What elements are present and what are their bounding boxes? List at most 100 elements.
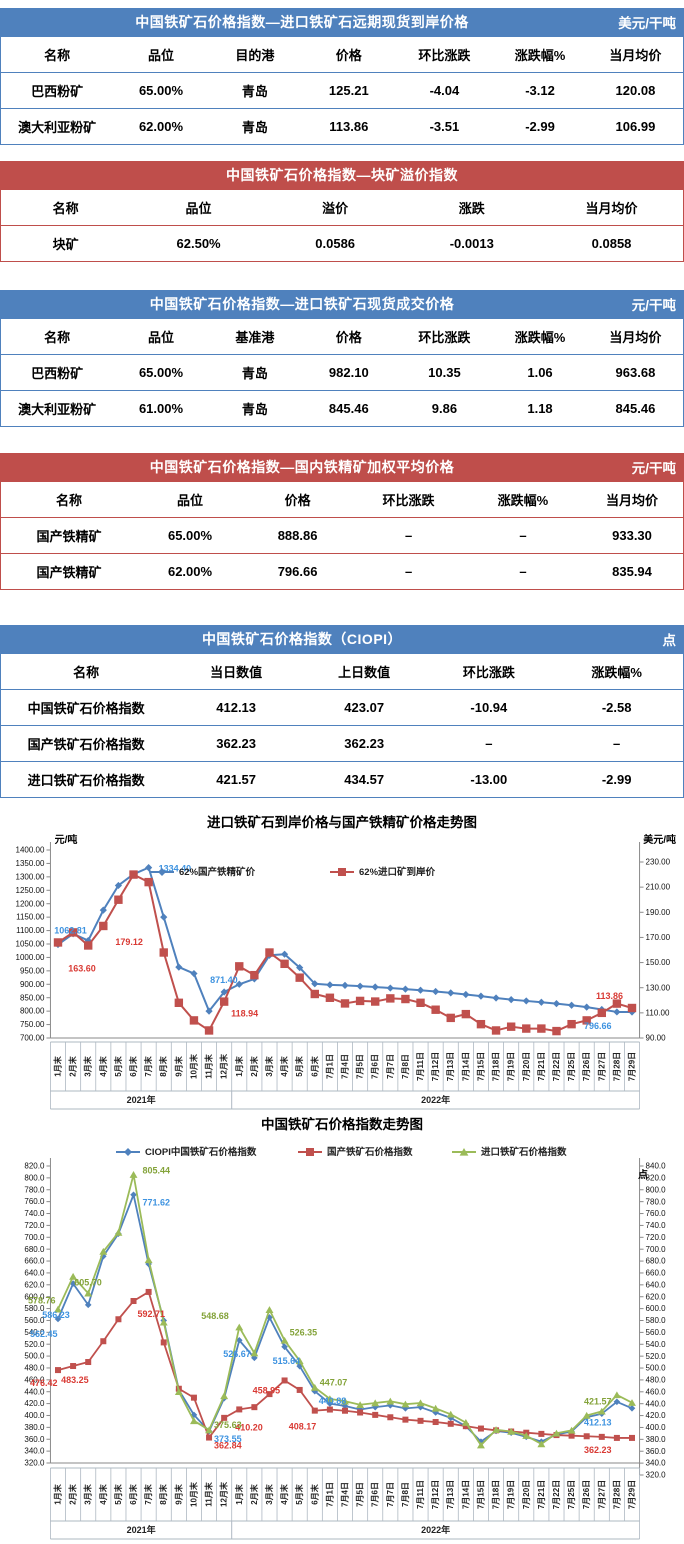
header-row: 名称 品位 价格 环比涨跌 涨跌幅% 当月均价 — [0, 481, 684, 518]
column-header: 品位 — [113, 318, 209, 355]
right-axis-tick-label: 440.0 — [646, 1399, 667, 1408]
x-axis-category-label: 7月5日 — [356, 1482, 365, 1507]
right-axis-tick-label: 380.0 — [646, 1435, 667, 1444]
column-header: 环比涨跌 — [427, 653, 551, 690]
left-axis-tick-label: 640.0 — [24, 1269, 45, 1278]
table-cell: 362.23 — [301, 725, 428, 762]
x-axis-category-label: 7月26日 — [582, 1480, 591, 1509]
table-cell: 1.18 — [492, 390, 588, 427]
chart-title: 进口铁矿石到岸价格与国产铁精矿价格走势图 — [207, 814, 477, 830]
right-axis-tick-label: 170.00 — [646, 933, 671, 942]
legend-label: 国产铁矿石价格指数 — [327, 1146, 413, 1158]
x-axis-category-label: 11月末 — [204, 1054, 214, 1078]
column-header: 当月均价 — [540, 189, 684, 226]
x-axis-category-label: 7月22日 — [552, 1480, 561, 1509]
right-axis-tick-label: 580.0 — [646, 1316, 667, 1325]
column-header: 名称 — [0, 189, 131, 226]
table-cell: -3.12 — [492, 72, 588, 109]
table-cell: 982.10 — [301, 354, 397, 391]
x-axis-category-label: 7月13日 — [446, 1052, 455, 1081]
left-axis-tick-label: 420.0 — [24, 1399, 45, 1408]
column-header: 品位 — [130, 189, 267, 226]
x-axis-category-label: 7月20日 — [522, 1480, 531, 1509]
left-axis-tick-label: 1400.00 — [16, 846, 45, 855]
table-cell: 845.46 — [587, 390, 684, 427]
left-axis-tick-label: 540.0 — [24, 1328, 45, 1337]
column-header: 环比涨跌 — [352, 481, 465, 518]
table-cell: 423.07 — [301, 689, 428, 726]
right-axis-tick-label: 720.0 — [646, 1233, 667, 1242]
table-cell: 国产铁矿石价格指数 — [0, 725, 172, 762]
left-axis-tick-label: 1050.00 — [16, 940, 45, 949]
x-axis-category-label: 9月末 — [173, 1056, 183, 1076]
left-axis-title: 元/吨 — [55, 833, 78, 846]
x-axis-category-label: 7月1日 — [325, 1054, 334, 1079]
x-axis-category-label: 1月末 — [234, 1484, 244, 1504]
left-axis-tick-label: 700.00 — [20, 1034, 45, 1043]
table-cell: -2.99 — [550, 761, 684, 798]
column-header: 名称 — [0, 653, 172, 690]
column-header: 名称 — [0, 318, 114, 355]
table-title: 中国铁矿石价格指数—块矿溢价指数 — [226, 167, 458, 183]
table-title: 中国铁矿石价格指数—进口铁矿石现货成交价格 — [149, 296, 455, 312]
data-table: 名称 当日数值 上日数值 环比涨跌 涨跌幅% 中国铁矿石价格指数 412.13 423.07-… — [0, 653, 684, 798]
right-axis-tick-label: 800.0 — [646, 1185, 667, 1194]
table-row: 进口铁矿石价格指数 421.57 434.57 -13.00 -2.99 — [0, 761, 684, 798]
left-axis-tick-label: 740.0 — [24, 1209, 45, 1218]
table-cell: 9.86 — [396, 390, 493, 427]
column-header: 溢价 — [266, 189, 404, 226]
left-axis-tick-label: 380.0 — [24, 1423, 45, 1432]
table-cell: 青岛 — [208, 108, 301, 145]
table-cell: 青岛 — [208, 72, 301, 109]
table-cell: 10.35 — [396, 354, 493, 391]
table-row: 澳大利亚粉矿 61.00% 青岛 845.46 9.86 1.18 845.46 — [0, 390, 684, 427]
left-axis-tick-label: 820.0 — [24, 1162, 45, 1171]
x-axis-category-label: 6月末 — [128, 1484, 138, 1504]
column-header: 当月均价 — [587, 36, 684, 73]
column-header: 涨跌幅% — [464, 481, 582, 518]
data-table: 名称 品位 目的港 价格 环比涨跌 涨跌幅% 当月均价 巴西粉矿 65.00% 青岛 125.21-… — [0, 36, 684, 145]
data-point-label: 796.66 — [584, 1021, 612, 1031]
column-header: 基准港 — [208, 318, 301, 355]
x-axis-category-label: 7月19日 — [507, 1052, 516, 1081]
table-title: 中国铁矿石价格指数（CIOPI） — [201, 631, 403, 647]
x-axis-category-label: 7月21日 — [537, 1480, 546, 1509]
table-row: 中国铁矿石价格指数 412.13 423.07 -10.94 -2.58 — [0, 689, 684, 726]
x-axis-category-label: 2月末 — [249, 1484, 259, 1504]
x-axis-category-label: 7月6日 — [371, 1482, 380, 1507]
data-point-label: 578.76 — [28, 1295, 56, 1305]
right-axis-tick-label: 680.0 — [646, 1257, 667, 1266]
column-header: 价格 — [242, 481, 353, 518]
ciopi-index-trend-chart: 中国铁矿石价格指数走势图 820.0 800.0 780.0 760.0 740.0 720… — [24, 1116, 667, 1540]
right-axis-tick-label: 560.0 — [646, 1328, 667, 1337]
table-cell: 进口铁矿石价格指数 — [0, 761, 172, 798]
right-axis-tick-label: 500.0 — [646, 1364, 667, 1373]
right-axis-tick-label: 420.0 — [646, 1411, 667, 1420]
left-axis-tick-label: 1350.00 — [16, 859, 45, 868]
table-cell: – — [464, 517, 582, 554]
x-axis-category-label: 5月末 — [294, 1484, 304, 1504]
right-axis-tick-label: 600.0 — [646, 1304, 667, 1313]
x-axis-category-label: 10月末 — [188, 1054, 198, 1079]
table-cell: 434.57 — [301, 761, 428, 798]
left-axis-tick-label: 1100.00 — [16, 926, 45, 935]
table-cell: 362.23 — [171, 725, 302, 762]
right-axis-tick-label: 320.0 — [646, 1471, 667, 1480]
year-group-label: 2022年 — [421, 1524, 450, 1535]
x-axis-category-label: 4月末 — [279, 1056, 289, 1076]
series-line-0 — [57, 866, 633, 1014]
column-header: 名称 — [0, 36, 114, 73]
table-cell: – — [352, 517, 465, 554]
year-group-label: 2021年 — [127, 1524, 156, 1535]
x-axis-category-label: 10月末 — [188, 1482, 198, 1507]
left-axis-tick-label: 850.00 — [20, 993, 45, 1002]
table-cell: 国产铁精矿 — [0, 517, 138, 554]
table-cell: -3.51 — [396, 108, 493, 145]
right-axis-tick-label: 230.00 — [646, 858, 671, 867]
data-point-label: 179.12 — [115, 937, 143, 947]
table-row: 巴西粉矿 65.00% 青岛 125.21 -4.04 -3.12 120.08 — [0, 72, 684, 109]
data-point-label: 412.13 — [584, 1417, 612, 1427]
right-axis-tick-label: 190.00 — [646, 908, 671, 917]
left-axis-tick-label: 1150.00 — [16, 913, 45, 922]
table-cell: 796.66 — [242, 553, 353, 590]
